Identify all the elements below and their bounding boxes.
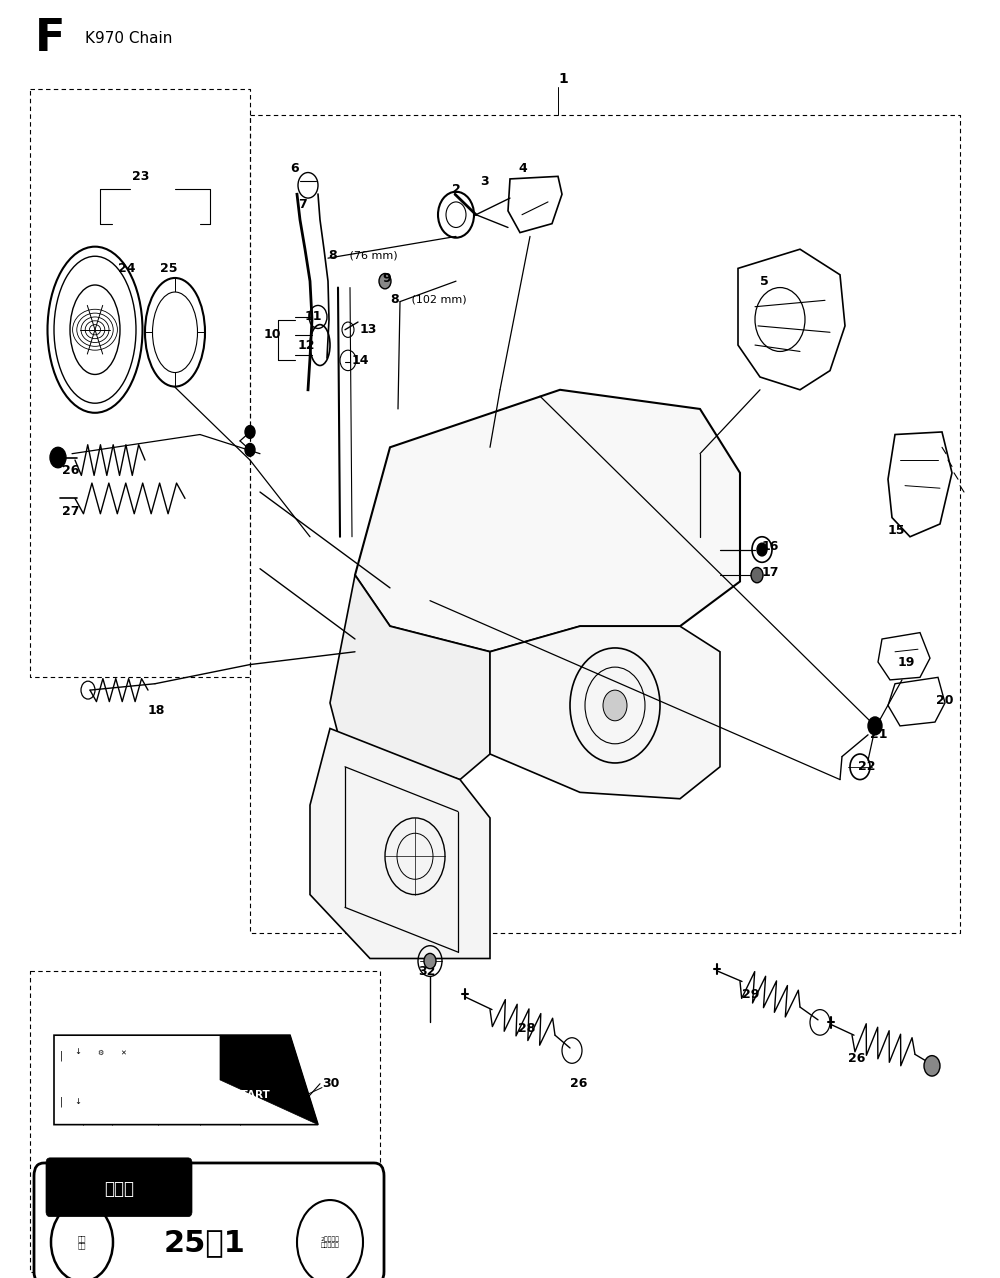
- Text: 25：1: 25：1: [164, 1228, 246, 1256]
- Text: 26: 26: [848, 1052, 865, 1065]
- Text: ↓: ↓: [74, 1047, 81, 1057]
- Circle shape: [50, 447, 66, 468]
- Text: K970 Chain: K970 Chain: [85, 31, 172, 46]
- Circle shape: [924, 1056, 940, 1076]
- Text: 26: 26: [570, 1077, 587, 1090]
- Text: 16: 16: [762, 541, 779, 553]
- Text: 22: 22: [858, 760, 876, 773]
- Text: 18: 18: [148, 704, 165, 717]
- Text: 17: 17: [762, 566, 780, 579]
- Text: 14: 14: [352, 354, 370, 367]
- Text: (102 mm): (102 mm): [408, 294, 467, 304]
- Text: ガソ
リン: ガソ リン: [78, 1235, 86, 1250]
- Text: 9: 9: [382, 272, 391, 285]
- Circle shape: [603, 690, 627, 721]
- Text: 15: 15: [888, 524, 906, 537]
- Text: START: START: [233, 1090, 270, 1100]
- Text: 27: 27: [62, 505, 80, 518]
- Polygon shape: [355, 390, 740, 652]
- Text: 29: 29: [742, 988, 759, 1001]
- Text: 7: 7: [298, 198, 307, 211]
- Polygon shape: [220, 1035, 318, 1125]
- Text: 25: 25: [160, 262, 178, 275]
- Text: 10: 10: [264, 328, 282, 341]
- Text: 1: 1: [558, 73, 568, 86]
- Text: 5: 5: [760, 275, 769, 288]
- Text: 2サイクル
専用オイル: 2サイクル 専用オイル: [320, 1236, 340, 1249]
- Polygon shape: [310, 728, 490, 958]
- Text: 12: 12: [298, 339, 316, 351]
- Text: ↓: ↓: [74, 1097, 81, 1107]
- Text: 30: 30: [322, 1077, 339, 1090]
- Text: 11: 11: [305, 311, 322, 323]
- Text: 20: 20: [936, 694, 954, 707]
- Circle shape: [424, 953, 436, 969]
- Circle shape: [245, 443, 255, 456]
- Text: 4: 4: [518, 162, 527, 175]
- FancyBboxPatch shape: [46, 1158, 192, 1217]
- Circle shape: [868, 717, 882, 735]
- Circle shape: [245, 426, 255, 438]
- Text: 19: 19: [898, 656, 915, 668]
- Text: 3: 3: [480, 175, 489, 188]
- Text: 24: 24: [118, 262, 136, 275]
- Text: 6: 6: [290, 162, 299, 175]
- Polygon shape: [330, 575, 490, 780]
- Circle shape: [379, 273, 391, 289]
- Text: 燃料は: 燃料は: [104, 1180, 134, 1197]
- Ellipse shape: [152, 293, 198, 373]
- Polygon shape: [490, 626, 720, 799]
- Text: 23: 23: [132, 170, 149, 183]
- Circle shape: [751, 567, 763, 583]
- Text: 32: 32: [418, 965, 435, 978]
- Text: |: |: [60, 1097, 63, 1107]
- Text: 8: 8: [328, 249, 337, 262]
- Text: (76 mm): (76 mm): [346, 250, 398, 261]
- Text: 13: 13: [360, 323, 377, 336]
- Text: 21: 21: [870, 728, 888, 741]
- Text: 2: 2: [452, 183, 461, 196]
- Text: |: |: [60, 1051, 63, 1061]
- Text: F: F: [35, 17, 65, 60]
- Text: 26: 26: [62, 464, 79, 477]
- Text: ⚙: ⚙: [97, 1051, 103, 1056]
- Text: 31: 31: [302, 1185, 319, 1197]
- Circle shape: [757, 543, 767, 556]
- Text: ✕: ✕: [120, 1051, 126, 1056]
- Polygon shape: [54, 1035, 318, 1125]
- FancyBboxPatch shape: [34, 1163, 384, 1278]
- Text: 8: 8: [390, 293, 399, 305]
- Text: 28: 28: [518, 1022, 535, 1035]
